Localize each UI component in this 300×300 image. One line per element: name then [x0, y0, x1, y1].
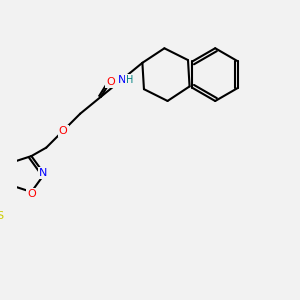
Text: N: N: [118, 75, 126, 85]
Text: O: O: [106, 77, 115, 87]
Text: O: O: [59, 126, 68, 136]
Text: S: S: [0, 211, 3, 221]
Text: H: H: [126, 75, 134, 85]
Text: O: O: [27, 189, 36, 199]
Text: N: N: [39, 168, 48, 178]
